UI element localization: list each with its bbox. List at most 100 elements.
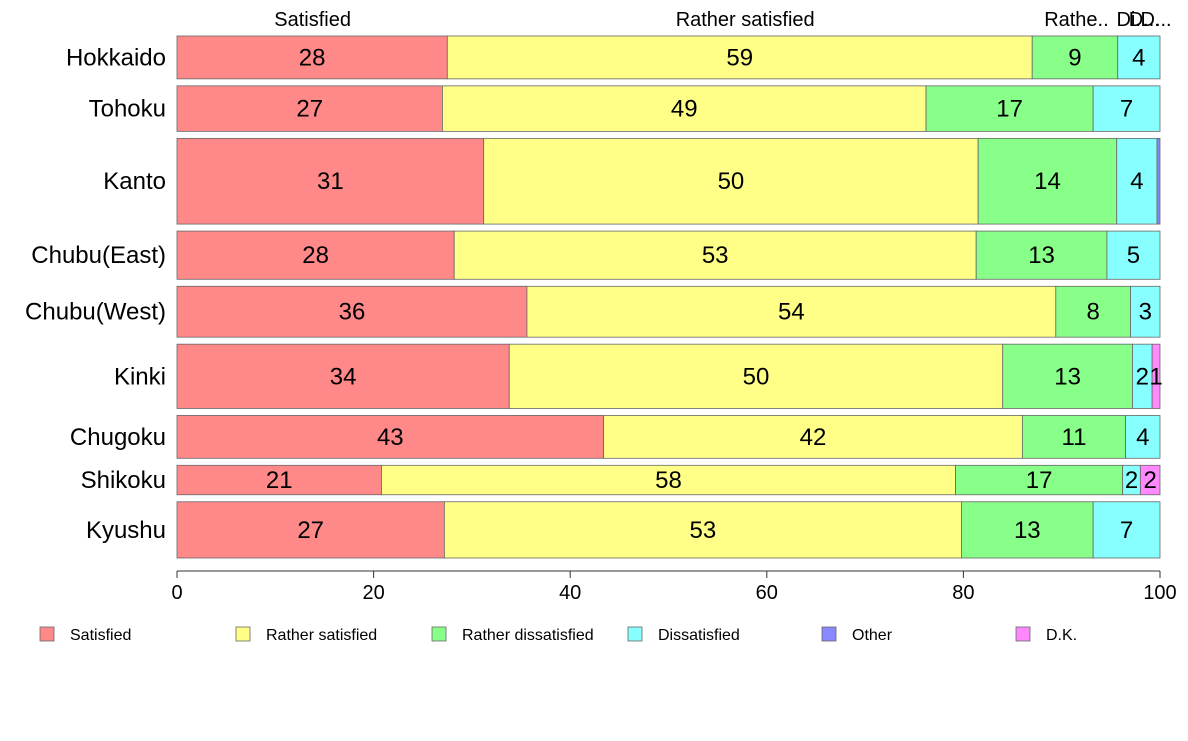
data-label: 43 [377, 424, 404, 451]
data-label: 49 [671, 96, 698, 123]
legend-swatch [627, 626, 643, 642]
data-label: 53 [702, 242, 729, 269]
legend-label: D.K. [1046, 627, 1077, 644]
data-label: 2 [1125, 467, 1138, 494]
bar-segment [1002, 343, 1133, 409]
bar-segment [1125, 415, 1161, 459]
x-tick-label: 60 [756, 582, 778, 604]
data-label: 50 [718, 168, 745, 195]
data-label: 31 [317, 168, 344, 195]
data-label: 4 [1130, 168, 1143, 195]
bar-segment [176, 137, 485, 225]
data-label: 5 [1127, 242, 1140, 269]
data-label: 13 [1028, 242, 1055, 269]
bar-segment [977, 137, 1118, 225]
bar-segment [176, 501, 445, 559]
data-label: 53 [690, 517, 717, 544]
bar-segment [176, 343, 510, 409]
data-label: 2 [1143, 467, 1156, 494]
data-label: 3 [1139, 299, 1152, 326]
bar-segment [1106, 230, 1161, 280]
legend-label: Other [852, 627, 893, 644]
data-label: 27 [296, 96, 323, 123]
data-label: 14 [1034, 168, 1061, 195]
bar-segment [526, 285, 1057, 338]
category-label: Chubu(East) [31, 242, 166, 269]
category-label: Shikoku [81, 467, 166, 494]
bar-segment [176, 85, 443, 132]
legend-swatch [821, 626, 837, 642]
x-tick-label: 100 [1143, 582, 1176, 604]
top-column-label: Rathe.. [1044, 9, 1108, 31]
legend-label: Satisfied [70, 627, 131, 644]
data-label: 54 [778, 299, 805, 326]
category-label: Tohoku [89, 96, 166, 123]
data-label: 17 [996, 96, 1023, 123]
bar-segment [176, 230, 455, 280]
bar-segment [955, 464, 1124, 496]
data-label: 36 [339, 299, 366, 326]
bar-segment [925, 85, 1094, 132]
data-label: 13 [1014, 517, 1041, 544]
top-column-label: D... [1141, 9, 1172, 31]
bar-segment [453, 230, 977, 280]
x-tick-label: 0 [171, 582, 182, 604]
bar-segment [1130, 285, 1161, 338]
bar-segment [1055, 285, 1131, 338]
data-label: 8 [1086, 299, 1099, 326]
data-label: 21 [266, 467, 293, 494]
bar-segment [1151, 343, 1161, 409]
bar-segment [1117, 35, 1161, 80]
top-column-label: Rather satisfied [676, 9, 815, 31]
data-label: 17 [1026, 467, 1053, 494]
data-label: 13 [1054, 363, 1081, 390]
data-label: 50 [743, 363, 770, 390]
category-label: Kyushu [86, 517, 166, 544]
legend-swatch [39, 626, 55, 642]
bar-segment [176, 415, 605, 459]
data-label: 28 [299, 44, 326, 71]
category-label: Chugoku [70, 424, 166, 451]
bar-segment [1116, 137, 1158, 225]
data-label: 9 [1068, 44, 1081, 71]
category-label: Hokkaido [66, 44, 166, 71]
data-label: 58 [655, 467, 682, 494]
bar-segment [176, 464, 382, 496]
category-label: Chubu(West) [25, 299, 166, 326]
bar-segment [1021, 415, 1126, 459]
data-label: 7 [1120, 517, 1133, 544]
legend-swatch [1015, 626, 1031, 642]
legend-swatch [431, 626, 447, 642]
x-tick-label: 20 [362, 582, 384, 604]
legend-swatch [235, 626, 251, 642]
data-label: 28 [302, 242, 329, 269]
bar-segment [176, 35, 448, 80]
x-tick-label: 80 [952, 582, 974, 604]
bar-segment [508, 343, 1004, 409]
data-label: 2 [1136, 363, 1149, 390]
legend-label: Rather satisfied [266, 627, 377, 644]
x-tick-label: 40 [559, 582, 581, 604]
category-label: Kinki [114, 363, 166, 390]
data-label: 4 [1136, 424, 1149, 451]
data-label: 4 [1132, 44, 1145, 71]
bar-segment [603, 415, 1023, 459]
data-label: 34 [330, 363, 357, 390]
bar-segment [381, 464, 956, 496]
bar-segment [483, 137, 979, 225]
data-label: 11 [1062, 424, 1087, 451]
data-label: 42 [800, 424, 827, 451]
data-label: 59 [726, 44, 753, 71]
data-label: 27 [297, 517, 324, 544]
top-column-label: Di.. [1116, 9, 1146, 31]
bar-segment [1156, 137, 1161, 225]
data-label: 7 [1120, 96, 1133, 123]
bar-segment [443, 501, 962, 559]
category-label: Kanto [103, 168, 166, 195]
bar-segment [961, 501, 1094, 559]
bar-segment [1139, 464, 1161, 496]
bar-segment [176, 285, 528, 338]
bar-segment [1092, 85, 1161, 132]
